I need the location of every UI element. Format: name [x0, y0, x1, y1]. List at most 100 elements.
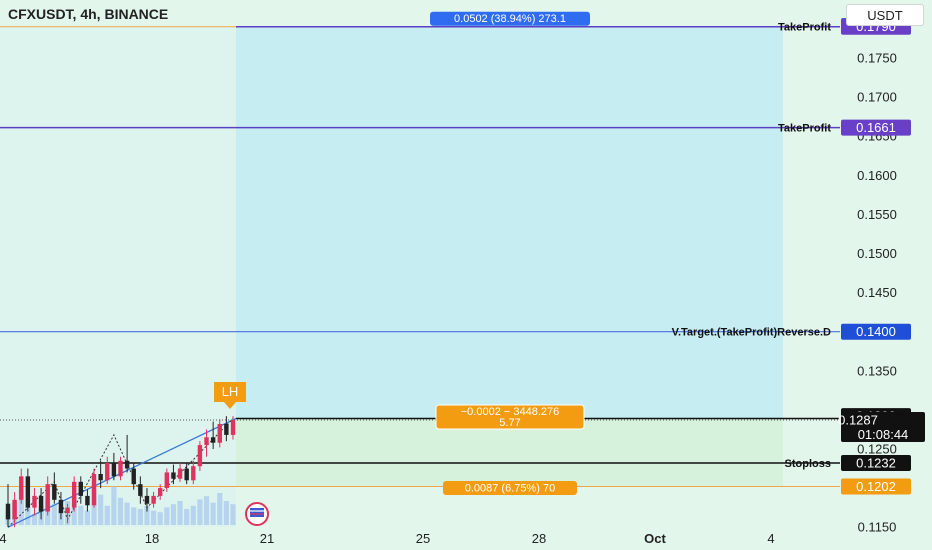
- volume-bar: [157, 512, 163, 525]
- target-info-text: 0.0502 (38.94%) 273.1: [454, 13, 566, 25]
- stop-info-text: 0.0087 (6.75%) 70: [465, 483, 556, 495]
- candle: [118, 460, 123, 477]
- volume-bar: [190, 505, 196, 525]
- candle: [105, 463, 110, 481]
- volume-bar: [98, 494, 104, 525]
- candle: [191, 466, 196, 481]
- volume-bar: [117, 497, 124, 525]
- candle: [12, 499, 17, 520]
- volume-bar: [170, 504, 177, 525]
- volume-bar: [177, 501, 183, 525]
- history-zone: [0, 26, 236, 528]
- price-tag-v-target: [841, 323, 911, 340]
- volume-bar: [223, 501, 229, 525]
- volume-bar: [104, 505, 110, 525]
- price-tag-v-target-text: 0.1400: [856, 324, 896, 339]
- currency-unit-button[interactable]: USDT: [846, 4, 924, 26]
- y-tick-label: 0.1150: [858, 520, 897, 535]
- x-tick-label: 25: [416, 531, 430, 546]
- chart-title: CFXUSDT, 4h, BINANCE: [8, 6, 168, 22]
- candle: [45, 484, 50, 512]
- candle: [151, 495, 156, 504]
- candle: [91, 474, 97, 506]
- level-label: Stoploss: [785, 458, 831, 470]
- lh-label: LH: [222, 384, 239, 399]
- candle: [71, 481, 77, 508]
- level-label: TakeProfit: [778, 123, 831, 135]
- candle: [197, 445, 203, 467]
- target-info-box: [430, 11, 590, 26]
- price-tag-takeprofit-2: [841, 119, 911, 136]
- y-tick-label: 0.1250: [857, 441, 897, 456]
- countdown-text: 01:08:44: [858, 427, 909, 442]
- volume-bar: [25, 507, 31, 525]
- candle: [52, 484, 57, 500]
- price-tag-1202-text: 0.1202: [856, 479, 896, 494]
- candle: [19, 476, 24, 500]
- price-tag-1202: [841, 478, 911, 495]
- volume-bar: [18, 489, 24, 525]
- candle: [184, 468, 189, 481]
- level-label: V.Target.(TakeProfit)Reverse.D: [672, 327, 831, 339]
- x-tick-label: 21: [260, 531, 274, 546]
- candle: [164, 472, 170, 489]
- candle: [177, 468, 183, 479]
- candle: [204, 437, 209, 446]
- candle: [144, 495, 150, 504]
- flag-icon-body: [250, 508, 264, 517]
- candle: [171, 472, 176, 479]
- candle: [131, 468, 136, 485]
- volume-bar: [137, 509, 143, 525]
- volume-bar: [144, 505, 150, 525]
- entry-info-text-2: 5.77: [499, 417, 520, 429]
- candle: [230, 420, 236, 435]
- volume-bar: [197, 499, 203, 525]
- level-label: TakeProfit: [778, 22, 831, 34]
- volume-bar: [150, 510, 157, 525]
- candle: [138, 484, 143, 496]
- x-tick-label: Oct: [644, 531, 666, 546]
- candle: [25, 476, 31, 508]
- volume-bar: [203, 496, 210, 525]
- y-tick-label: 0.1450: [857, 285, 897, 300]
- price-tag-current: [841, 412, 925, 443]
- entry-info-text-1: −0.0002 − 3448.276: [461, 406, 559, 418]
- volume-bar: [210, 502, 216, 525]
- y-tick-label: 0.1700: [857, 90, 897, 105]
- candle: [38, 495, 44, 512]
- volume-bar: [78, 505, 84, 525]
- y-tick-label: 0.1350: [857, 363, 897, 378]
- volume-bar: [84, 510, 91, 525]
- x-tick-label: 28: [532, 531, 546, 546]
- price-tag-stoploss: [841, 455, 911, 472]
- time-axis[interactable]: [0, 528, 840, 550]
- volume-bar: [184, 509, 190, 525]
- volume-bar: [230, 504, 236, 525]
- volume-bar: [51, 504, 57, 525]
- volume-bar: [31, 513, 38, 525]
- y-tick-label: 0.1600: [857, 168, 897, 183]
- price-tag-stoploss-text: 0.1232: [856, 456, 896, 471]
- candle: [5, 503, 11, 520]
- candle: [158, 488, 163, 496]
- volume-bar: [164, 507, 170, 525]
- price-tag-takeprofit-2-text: 0.1661: [856, 120, 896, 135]
- volume-bar: [124, 502, 130, 525]
- candle: [32, 495, 37, 508]
- stop-zone: [236, 418, 783, 487]
- volume-bar: [217, 493, 223, 525]
- volume-bar: [111, 486, 117, 525]
- y-tick-label: 0.1550: [857, 207, 897, 222]
- x-tick-label: 18: [145, 531, 159, 546]
- candle: [210, 437, 216, 443]
- candle: [85, 495, 90, 506]
- price-tag-current-text: 0.1287: [838, 413, 878, 428]
- candle: [78, 481, 83, 496]
- lh-marker: [214, 382, 246, 409]
- candle: [217, 423, 222, 443]
- candle: [98, 474, 103, 481]
- y-tick-label: 0.1500: [857, 246, 897, 261]
- y-tick-label: 0.1750: [857, 51, 897, 66]
